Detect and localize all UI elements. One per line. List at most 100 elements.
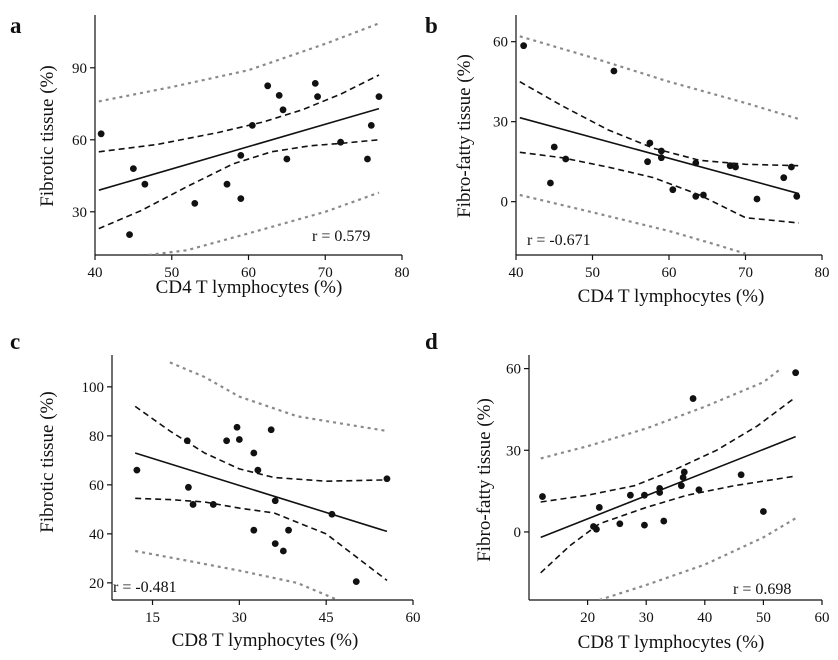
data-point-d — [592, 525, 600, 533]
x-axis-title-c: CD8 T lymphocytes (%) — [172, 630, 359, 651]
prediction-band-lower-c — [134, 549, 339, 600]
panel-letter-c: c — [10, 329, 20, 354]
confidence-band-upper-a — [98, 74, 380, 153]
data-point-b — [692, 192, 700, 200]
x-tick-label-d: 20 — [580, 610, 595, 626]
data-point-b — [657, 147, 665, 155]
x-tick-label-b: 40 — [509, 265, 524, 281]
data-point-a — [223, 180, 231, 188]
prediction-band-upper-a — [98, 22, 380, 103]
y-axis-title-b: Fibro-fatty tissue (%) — [454, 54, 475, 218]
regression-line-d — [540, 435, 796, 539]
y-tick-label-b: 60 — [493, 35, 508, 51]
data-point-c — [328, 510, 336, 518]
data-point-c — [271, 497, 279, 505]
x-tick-label-b: 60 — [662, 265, 677, 281]
x-tick-label-a: 80 — [395, 265, 410, 281]
data-point-a — [237, 195, 245, 203]
data-point-d — [689, 395, 697, 402]
x-tick-label-d: 30 — [639, 610, 654, 626]
x-tick-label-b: 50 — [585, 265, 600, 281]
data-point-c — [189, 501, 197, 508]
panel-letter-d: d — [425, 329, 438, 354]
data-point-d — [737, 471, 745, 479]
r-value-b: r = -0.671 — [527, 232, 591, 249]
data-point-a — [264, 82, 272, 90]
data-point-b — [646, 139, 654, 147]
data-point-b — [610, 67, 618, 75]
data-point-d — [760, 508, 767, 515]
data-point-c — [250, 526, 258, 534]
data-point-c — [235, 436, 243, 443]
data-point-c — [267, 426, 275, 434]
data-point-c — [209, 501, 217, 508]
regression-line-a — [98, 107, 380, 191]
data-point-b — [753, 195, 761, 203]
x-axis-title-d: CD8 T lymphocytes (%) — [578, 632, 765, 653]
data-point-d — [626, 491, 634, 499]
data-point-b — [657, 154, 665, 162]
data-point-d — [616, 520, 624, 528]
data-point-d — [656, 484, 664, 492]
x-tick-label-a: 50 — [164, 265, 179, 281]
y-tick-label-c: 40 — [89, 527, 104, 543]
data-point-b — [793, 192, 801, 200]
data-point-c — [352, 578, 360, 586]
data-point-c — [271, 540, 279, 548]
prediction-band-upper-b — [519, 35, 800, 121]
confidence-band-lower-a — [98, 139, 380, 230]
y-tick-label-d: 30 — [506, 443, 521, 459]
data-point-b — [669, 186, 677, 194]
y-tick-label-a: 60 — [72, 133, 87, 149]
axis-group-a: 40 50 60 70 80 30 60 90 — [72, 15, 410, 281]
data-point-b — [520, 42, 528, 50]
panel-c: c 15 30 45 60 20 40 60 80 100 r = -0.481 CD8 T l… — [10, 329, 421, 651]
regression-line-c — [134, 452, 388, 533]
y-tick-label-c: 100 — [82, 380, 105, 396]
data-point-a — [191, 200, 199, 207]
x-tick-label-c: 45 — [319, 610, 334, 626]
x-tick-label-d: 40 — [697, 610, 712, 626]
data-point-a — [141, 180, 149, 188]
data-point-b — [780, 174, 788, 182]
panel-letter-a: a — [10, 13, 22, 38]
data-point-a — [314, 93, 321, 100]
x-tick-label-a: 40 — [88, 265, 103, 281]
data-point-c — [133, 466, 141, 474]
data-point-b — [726, 162, 734, 170]
x-tick-label-c: 30 — [232, 610, 247, 626]
data-point-a — [311, 80, 319, 87]
data-point-d — [660, 517, 668, 525]
x-tick-label-d: 50 — [756, 610, 771, 626]
points-a — [97, 80, 383, 239]
fit-a — [98, 107, 380, 191]
y-tick-label-c: 60 — [89, 478, 104, 494]
confidence-band-upper-b — [519, 81, 800, 167]
x-tick-label-c: 60 — [406, 610, 421, 626]
fit-c — [134, 452, 388, 533]
data-point-a — [126, 231, 133, 239]
y-tick-label-d: 0 — [514, 525, 522, 541]
y-axis-title-c: Fibrotic tissue (%) — [37, 391, 58, 532]
y-tick-label-a: 90 — [72, 61, 87, 77]
prediction-band-lower-b — [519, 193, 746, 255]
data-point-b — [692, 159, 700, 167]
data-point-a — [364, 155, 371, 163]
data-point-c — [254, 466, 262, 474]
data-point-d — [595, 504, 603, 511]
data-point-b — [550, 143, 558, 151]
panel-a: a 40 50 60 70 80 30 60 90 r = 0.579 CD4 T lymph… — [10, 13, 410, 298]
data-point-a — [248, 122, 256, 129]
panel-d: d 20 30 40 50 60 0 30 60 r = 0.698 CD8 T lympho… — [425, 329, 830, 653]
confidence-band-upper-d — [540, 396, 797, 503]
data-point-a — [367, 122, 375, 129]
data-point-d — [641, 521, 648, 529]
prediction-band-upper-d — [540, 367, 782, 460]
data-point-a — [237, 152, 245, 159]
y-tick-label-c: 80 — [89, 429, 104, 445]
y-tick-label-b: 30 — [493, 115, 508, 131]
points-c — [133, 423, 391, 586]
intervals-a — [98, 22, 380, 255]
y-axis-title-a: Fibrotic tissue (%) — [37, 65, 58, 206]
